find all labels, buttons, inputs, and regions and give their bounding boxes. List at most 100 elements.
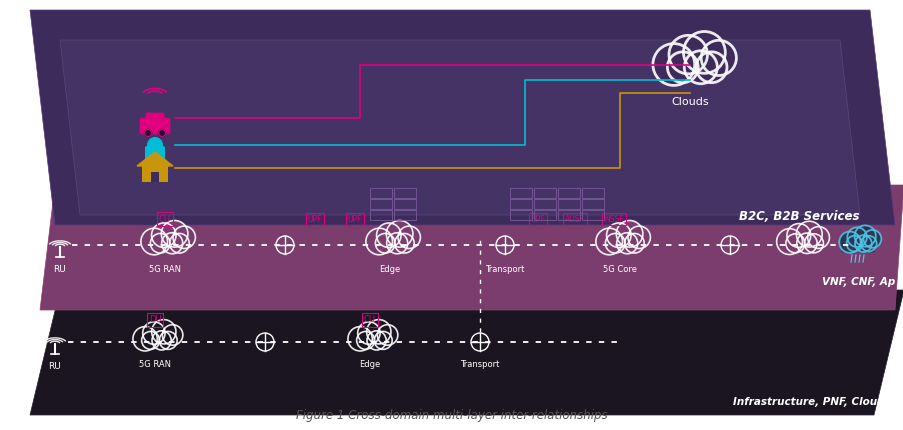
Circle shape <box>386 233 407 254</box>
Circle shape <box>838 232 860 253</box>
Bar <box>509 188 531 198</box>
Polygon shape <box>137 152 172 166</box>
Text: Transport: Transport <box>460 360 499 369</box>
Circle shape <box>846 227 866 247</box>
Bar <box>582 199 603 209</box>
Circle shape <box>161 221 188 247</box>
Bar <box>509 199 531 209</box>
Text: Edge: Edge <box>359 360 380 369</box>
Bar <box>582 210 603 220</box>
Bar <box>582 188 603 198</box>
Circle shape <box>374 332 392 349</box>
Text: •: • <box>151 113 159 127</box>
Text: AUSF: AUSF <box>564 215 584 224</box>
Polygon shape <box>60 40 859 215</box>
Circle shape <box>357 332 374 349</box>
Circle shape <box>158 129 165 136</box>
Bar <box>394 199 415 209</box>
Circle shape <box>624 233 644 253</box>
Circle shape <box>152 319 176 344</box>
Circle shape <box>162 233 182 254</box>
Circle shape <box>152 223 176 247</box>
Text: Transport: Transport <box>485 265 524 274</box>
Circle shape <box>853 225 875 247</box>
Text: CU: CU <box>159 215 171 224</box>
Circle shape <box>159 332 177 349</box>
Bar <box>142 166 168 182</box>
Circle shape <box>854 235 870 252</box>
Text: RU: RU <box>53 265 66 274</box>
Circle shape <box>133 327 157 351</box>
Circle shape <box>606 223 630 247</box>
Circle shape <box>796 221 822 247</box>
Circle shape <box>787 224 810 247</box>
Text: 5G RAN: 5G RAN <box>139 360 171 369</box>
Circle shape <box>776 229 802 255</box>
Circle shape <box>684 51 716 84</box>
Circle shape <box>152 331 171 350</box>
Bar <box>144 243 186 252</box>
Bar <box>534 188 555 198</box>
Circle shape <box>595 228 622 255</box>
Circle shape <box>860 236 876 252</box>
Circle shape <box>141 228 167 255</box>
Text: 5G RAN: 5G RAN <box>149 265 181 274</box>
Circle shape <box>695 52 726 83</box>
Bar <box>509 210 531 220</box>
Circle shape <box>377 223 401 247</box>
Text: UPF: UPF <box>530 215 545 224</box>
Bar <box>369 199 392 209</box>
Bar <box>394 210 415 220</box>
Bar <box>842 244 873 251</box>
Text: VNF, CNF, Ap: VNF, CNF, Ap <box>821 277 894 287</box>
Bar <box>778 243 819 252</box>
Bar <box>557 199 580 209</box>
Bar <box>534 199 555 209</box>
Text: UPF: UPF <box>307 215 321 224</box>
Circle shape <box>366 228 392 255</box>
Circle shape <box>143 322 165 344</box>
Circle shape <box>683 31 724 73</box>
Circle shape <box>358 322 379 344</box>
Circle shape <box>377 325 397 345</box>
Circle shape <box>142 332 160 349</box>
Text: UPF: UPF <box>348 215 362 224</box>
Bar <box>369 188 392 198</box>
Circle shape <box>367 319 390 344</box>
Circle shape <box>616 233 637 254</box>
Text: CU: CU <box>364 316 376 325</box>
Text: Clouds: Clouds <box>670 97 708 107</box>
FancyBboxPatch shape <box>144 146 165 164</box>
Circle shape <box>701 40 736 76</box>
Bar <box>557 188 580 198</box>
Circle shape <box>367 331 386 350</box>
Bar <box>394 188 415 198</box>
Circle shape <box>172 226 195 249</box>
Bar <box>350 341 389 348</box>
Polygon shape <box>30 10 894 225</box>
Circle shape <box>862 230 880 248</box>
Text: DU: DU <box>148 316 161 325</box>
Circle shape <box>652 43 694 86</box>
Text: Edge: Edge <box>379 265 400 274</box>
Circle shape <box>375 233 395 253</box>
Bar <box>369 210 392 220</box>
Circle shape <box>397 226 420 249</box>
Circle shape <box>796 233 816 254</box>
Circle shape <box>628 226 649 249</box>
Circle shape <box>348 327 372 351</box>
Circle shape <box>150 233 170 253</box>
Circle shape <box>666 52 697 83</box>
Circle shape <box>163 325 182 345</box>
Circle shape <box>845 236 861 252</box>
Text: NSSF: NSSF <box>603 215 623 224</box>
Bar <box>534 210 555 220</box>
Bar <box>135 341 174 348</box>
Circle shape <box>668 35 707 74</box>
Circle shape <box>806 227 829 249</box>
Circle shape <box>147 137 163 153</box>
Circle shape <box>605 233 624 253</box>
Circle shape <box>395 233 414 253</box>
FancyBboxPatch shape <box>140 118 170 134</box>
Text: RU: RU <box>49 362 61 371</box>
